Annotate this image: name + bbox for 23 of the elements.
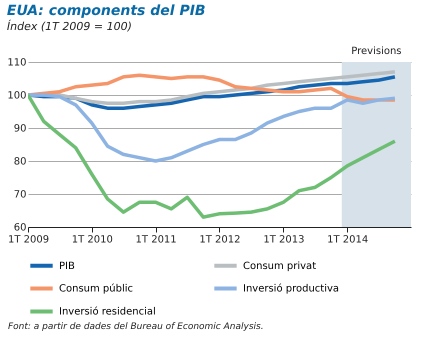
text: Font: a partir de dades del Bureau of Economic Analysis. [8, 322, 265, 332]
x-tick-label: 1T 2011 [136, 234, 177, 246]
y-tick-label: 90 [14, 124, 26, 134]
x-tick-label: 1T 2012 [199, 234, 240, 246]
x-tick-label: 1T 2014 [327, 234, 368, 246]
x-tick-label: 1T 2013 [263, 234, 304, 246]
legend-label: Inversió productiva [243, 284, 340, 294]
y-tick-label: 100 [7, 90, 26, 102]
x-tick-label: 1T 2009 [8, 234, 50, 246]
legend-label: Consum públic [59, 284, 133, 294]
x-tick-label: 1T 2010 [72, 234, 113, 246]
chart-subtitle: Índex (1T 2009 = 100) [6, 19, 132, 33]
legend-label: PIB [59, 260, 75, 272]
band-label: Previsions [351, 46, 402, 57]
legend-label: Inversió residencial [59, 306, 156, 318]
chart-title: EUA: components del PIB [6, 3, 206, 19]
y-tick-label: 70 [14, 190, 26, 200]
y-tick-label: 60 [14, 222, 26, 234]
line-series [28, 93, 397, 219]
y-tick-label: 80 [14, 156, 26, 168]
legend-label: Consum privat [243, 260, 316, 272]
y-tick-label: 110 [7, 58, 26, 68]
line-series [28, 93, 397, 163]
